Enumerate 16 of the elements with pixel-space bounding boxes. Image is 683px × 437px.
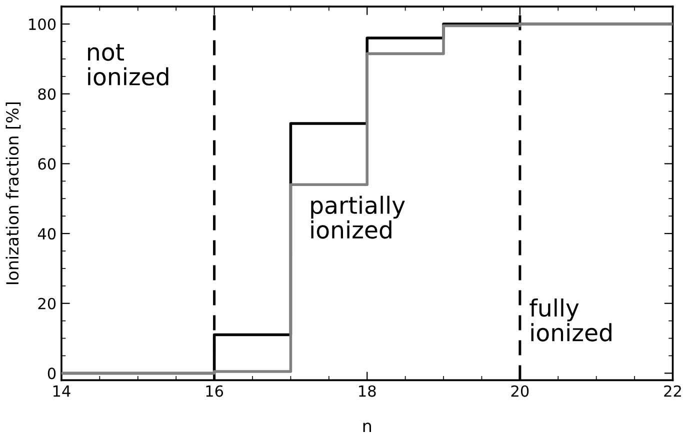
x-tick-label: 20: [511, 385, 529, 397]
y-tick-label: 40: [38, 228, 56, 240]
y-tick-label: 60: [38, 158, 56, 170]
annotation: not ionized: [88, 44, 168, 86]
x-tick-label: 22: [664, 385, 681, 397]
y-tick-label: 0: [48, 368, 56, 380]
x-axis-title: n: [363, 422, 371, 432]
x-tick-label: 14: [53, 386, 70, 397]
y-tick-label: 100: [29, 18, 56, 30]
annotation: fully ionized: [530, 298, 612, 342]
annotation: partially ionized: [311, 196, 405, 239]
y-tick-label: 80: [38, 88, 56, 100]
x-tick-label: 18: [359, 385, 376, 397]
y-axis-title: Ionization fraction [%]: [6, 102, 21, 284]
x-tick-label: 16: [206, 385, 224, 397]
y-tick-label: 20: [38, 298, 56, 310]
